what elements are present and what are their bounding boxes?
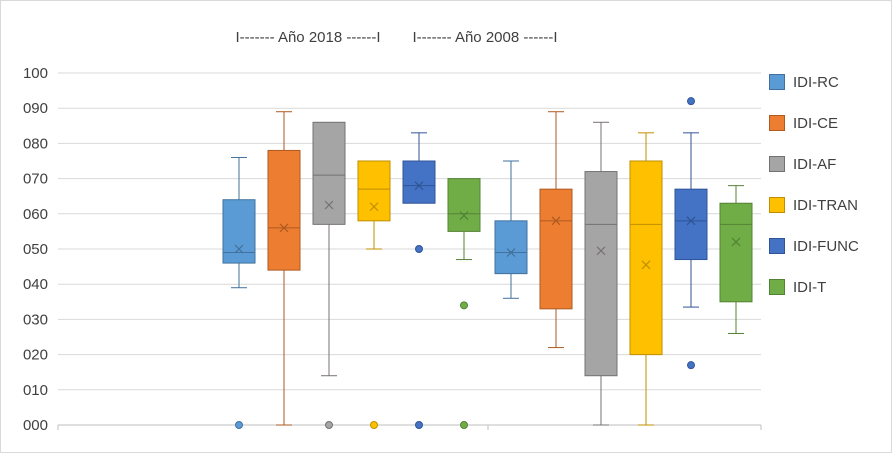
- box-idi-t-2018: [447, 178, 481, 232]
- legend-item-idi-t: IDI-T: [769, 278, 859, 296]
- y-tick-label: 010: [23, 382, 48, 399]
- outlier-point-idi-func-2018: [415, 421, 423, 429]
- legend-label-idi-rc: IDI-RC: [793, 73, 839, 91]
- y-tick-label: 050: [23, 241, 48, 258]
- legend-label-idi-af: IDI-AF: [793, 155, 837, 173]
- legend-label-idi-t: IDI-T: [793, 278, 827, 296]
- legend-swatch-idi-tran: [769, 197, 785, 213]
- legend-item-idi-tran: IDI-TRAN: [769, 196, 859, 214]
- outlier-point-idi-func-2008: [687, 361, 695, 370]
- legend-item-idi-func: IDI-FUNC: [769, 237, 859, 255]
- box-idi-af-2008: [584, 171, 618, 377]
- box-idi-tran-2008: [629, 160, 663, 356]
- legend-swatch-idi-af: [769, 156, 785, 172]
- box-idi-af-2018: [312, 121, 346, 225]
- box-idi-rc-2018: [222, 199, 256, 264]
- y-tick-label: 060: [23, 206, 48, 223]
- box-idi-func-2018: [402, 160, 436, 204]
- outlier-point-idi-t-2018: [460, 421, 468, 429]
- box-idi-tran-2018: [357, 160, 391, 222]
- outlier-point-idi-func-2008: [687, 97, 695, 106]
- group-title-2018: I------- Año 2018 ------I: [235, 29, 381, 46]
- box-idi-rc-2008: [494, 220, 528, 275]
- legend-label-idi-ce: IDI-CE: [793, 114, 838, 132]
- outlier-point-idi-t-2018: [460, 301, 468, 310]
- y-tick-label: 080: [23, 135, 48, 152]
- legend-item-idi-ce: IDI-CE: [769, 114, 859, 132]
- legend-swatch-idi-rc: [769, 74, 785, 90]
- box-idi-func-2008: [674, 188, 708, 261]
- outlier-point-idi-tran-2018: [370, 421, 378, 429]
- legend-label-idi-tran: IDI-TRAN: [793, 196, 858, 214]
- legend-swatch-idi-t: [769, 279, 785, 295]
- y-tick-label: 030: [23, 311, 48, 328]
- y-tick-label: 070: [23, 171, 48, 188]
- legend-swatch-idi-ce: [769, 115, 785, 131]
- legend: IDI-RC IDI-CE IDI-AF IDI-TRAN IDI-FUNC I…: [769, 73, 859, 296]
- outlier-point-idi-af-2018: [325, 421, 333, 429]
- box-idi-t-2008: [719, 202, 753, 303]
- box-idi-ce-2018: [267, 149, 301, 271]
- legend-item-idi-rc: IDI-RC: [769, 73, 859, 91]
- outlier-point-idi-func-2018: [415, 245, 423, 253]
- y-tick-label: 100: [23, 65, 48, 82]
- legend-item-idi-af: IDI-AF: [769, 155, 859, 173]
- y-tick-label: 000: [23, 417, 48, 434]
- legend-label-idi-func: IDI-FUNC: [793, 237, 859, 255]
- outlier-point-idi-rc-2018: [235, 421, 243, 429]
- y-tick-label: 090: [23, 100, 48, 117]
- group-title-2008: I------- Año 2008 ------I: [412, 29, 558, 46]
- y-tick-label: 040: [23, 276, 48, 293]
- legend-swatch-idi-func: [769, 238, 785, 254]
- box-idi-ce-2008: [539, 188, 573, 310]
- y-tick-label: 020: [23, 347, 48, 364]
